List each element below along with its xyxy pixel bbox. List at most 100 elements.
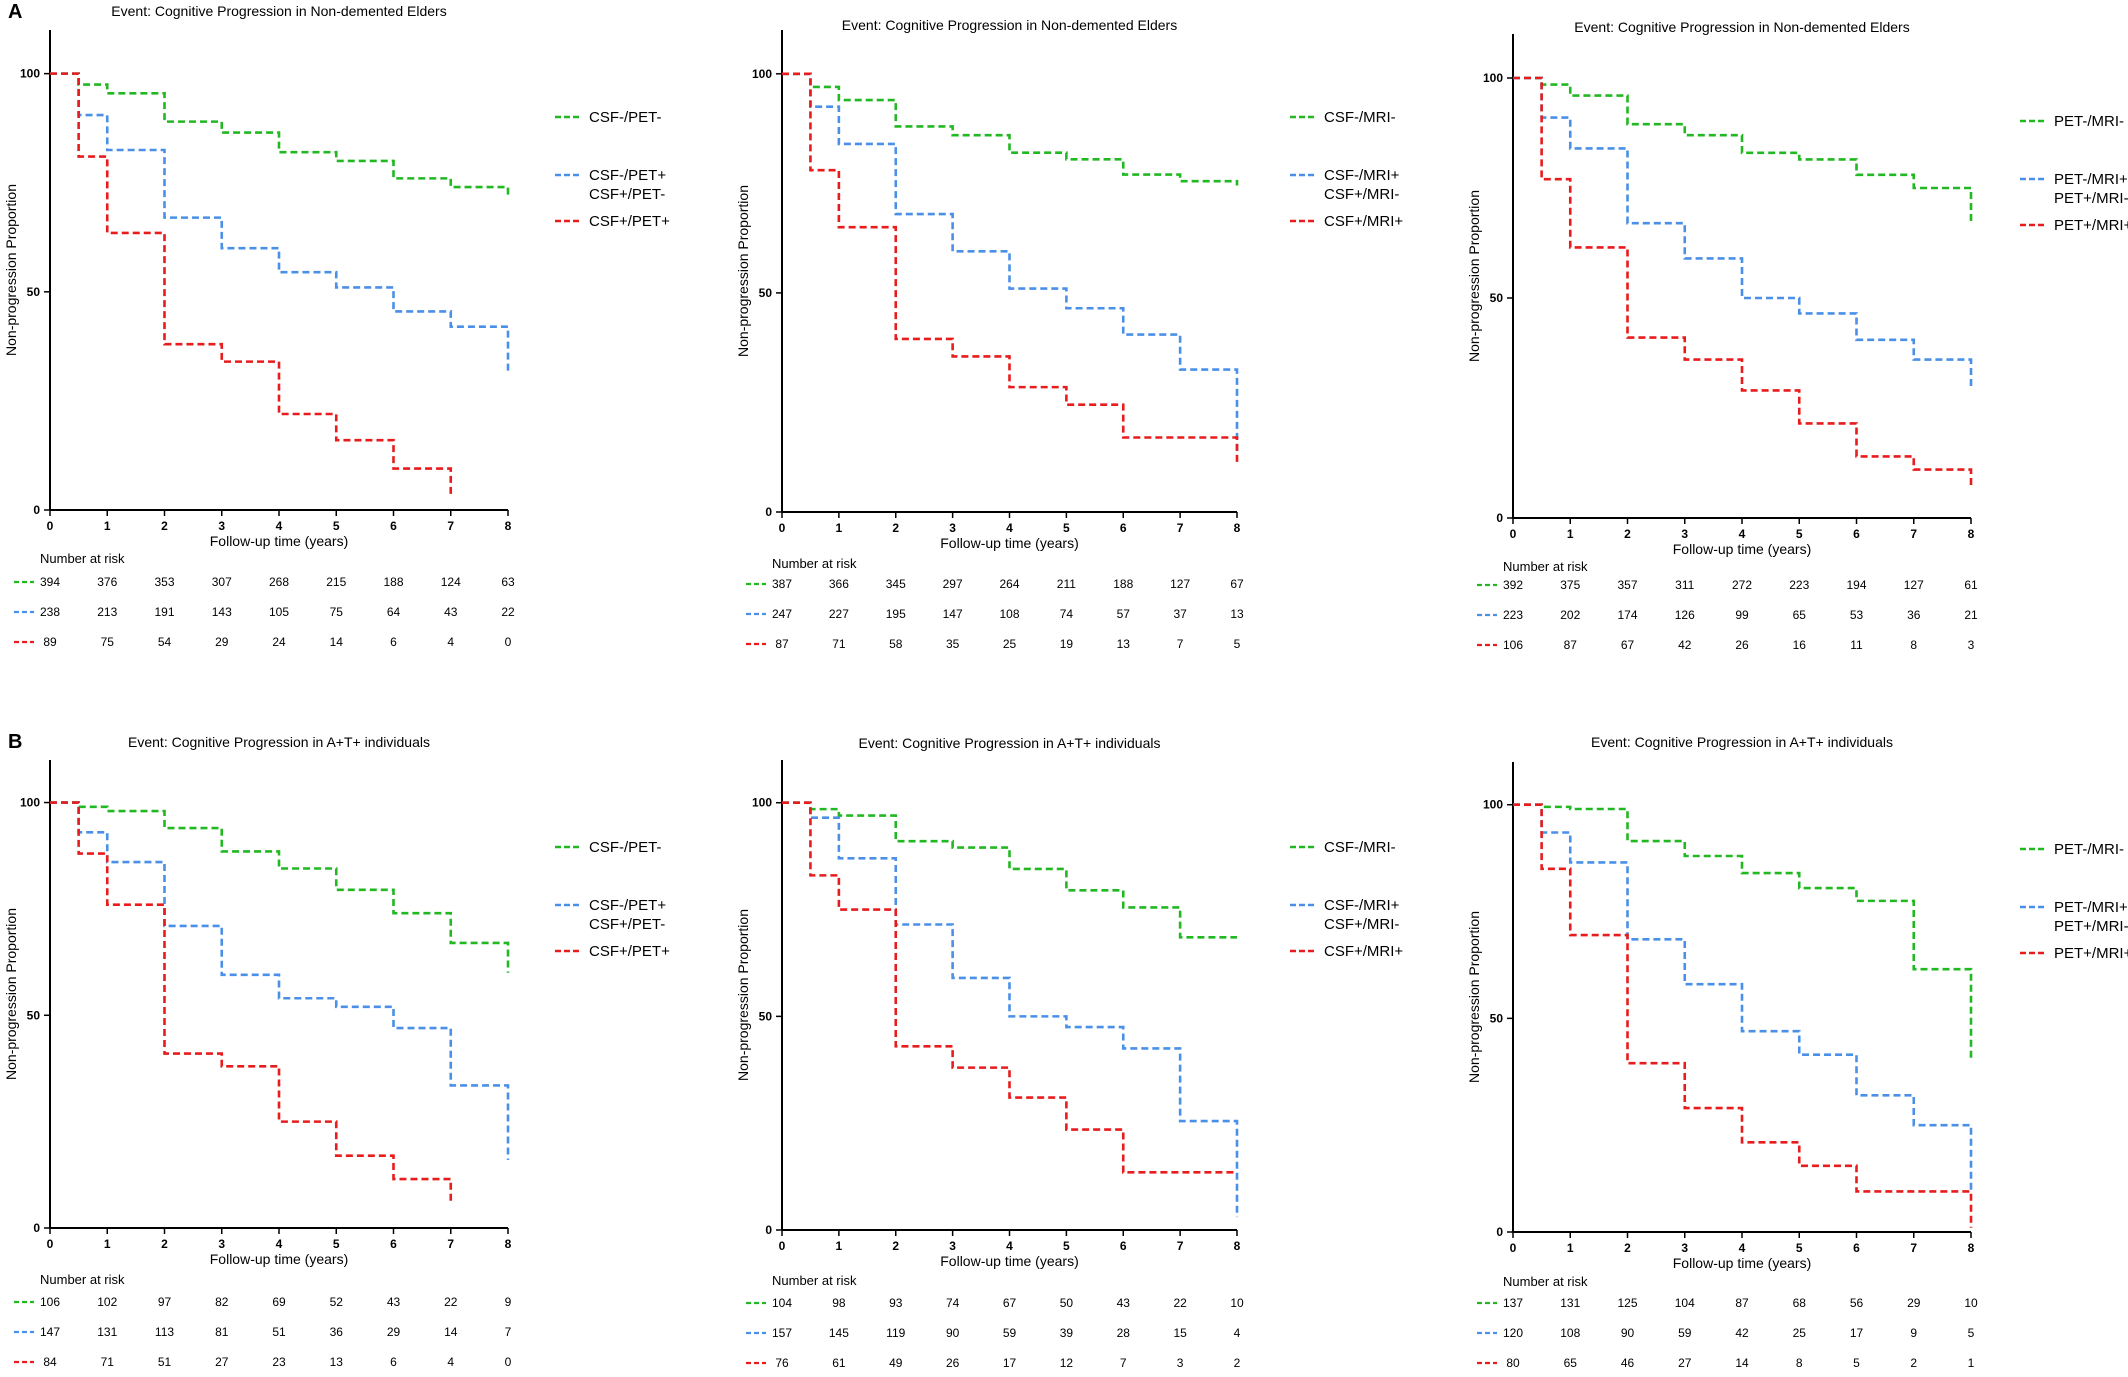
x-tick-label: 5 <box>333 519 340 533</box>
km-curve-red <box>782 801 1237 1174</box>
risk-cell: 22 <box>501 605 515 619</box>
legend-label: CSF-/MRI- <box>1324 109 1396 126</box>
risk-cell: 43 <box>1117 1296 1131 1310</box>
y-tick-label: 100 <box>1483 71 1503 85</box>
legend-label: PET-/MRI- <box>2054 113 2124 130</box>
risk-cell: 56 <box>1850 1296 1864 1310</box>
x-tick-label: 8 <box>505 1237 512 1251</box>
x-tick-label: 1 <box>104 1237 111 1251</box>
x-axis-label: Follow-up time (years) <box>210 533 348 549</box>
y-tick-label: 0 <box>1496 511 1503 525</box>
legend-label: CSF-/MRI+ <box>1324 167 1400 184</box>
risk-cell: 213 <box>97 605 117 619</box>
risk-cell: 28 <box>1117 1326 1131 1340</box>
risk-cell: 63 <box>501 575 515 589</box>
y-tick-label: 0 <box>33 1221 40 1235</box>
risk-cell: 81 <box>215 1325 229 1339</box>
risk-cell: 194 <box>1846 578 1866 592</box>
y-axis-label: Non-progression Proportion <box>3 184 19 356</box>
risk-cell: 65 <box>1564 1356 1578 1370</box>
risk-cell: 143 <box>212 605 232 619</box>
x-tick-label: 3 <box>218 519 225 533</box>
risk-table-title: Number at risk <box>40 1272 125 1287</box>
risk-cell: 357 <box>1617 578 1637 592</box>
legend-label: CSF-/MRI+ <box>1324 897 1400 914</box>
x-tick-label: 2 <box>892 521 899 535</box>
risk-cell: 102 <box>97 1295 117 1309</box>
risk-cell: 26 <box>1735 638 1749 652</box>
risk-cell: 49 <box>889 1356 903 1370</box>
x-tick-label: 7 <box>1177 521 1184 535</box>
risk-cell: 9 <box>1910 1326 1917 1340</box>
risk-cell: 68 <box>1793 1296 1807 1310</box>
risk-cell: 108 <box>999 607 1019 621</box>
y-tick-label: 0 <box>765 1223 772 1237</box>
risk-cell: 26 <box>946 1356 960 1370</box>
legend-label: PET-/MRI+ <box>2054 899 2128 916</box>
x-tick-label: 1 <box>104 519 111 533</box>
risk-cell: 105 <box>269 605 289 619</box>
legend-label: CSF+/MRI- <box>1324 186 1399 203</box>
risk-cell: 247 <box>772 607 792 621</box>
x-tick-label: 1 <box>836 521 843 535</box>
risk-cell: 87 <box>1564 638 1578 652</box>
x-tick-label: 6 <box>1853 527 1860 541</box>
x-axis-label: Follow-up time (years) <box>1673 541 1811 557</box>
risk-cell: 0 <box>505 635 512 649</box>
risk-cell: 67 <box>1230 577 1244 591</box>
risk-cell: 264 <box>999 577 1019 591</box>
risk-cell: 74 <box>946 1296 960 1310</box>
risk-cell: 394 <box>40 575 60 589</box>
risk-cell: 51 <box>158 1355 172 1369</box>
risk-table-title: Number at risk <box>772 1273 857 1288</box>
risk-cell: 297 <box>943 577 963 591</box>
y-tick-label: 50 <box>27 285 41 299</box>
risk-cell: 191 <box>154 605 174 619</box>
risk-cell: 61 <box>1964 578 1978 592</box>
legend-label: PET+/MRI+ <box>2054 217 2128 234</box>
legend-label: CSF+/PET+ <box>589 943 670 960</box>
x-tick-label: 8 <box>1234 1239 1241 1253</box>
x-tick-label: 6 <box>1120 521 1127 535</box>
km-curve-blue <box>782 72 1239 453</box>
risk-table-title: Number at risk <box>772 556 857 571</box>
risk-table-title: Number at risk <box>40 551 125 566</box>
x-tick-label: 3 <box>1681 527 1688 541</box>
risk-cell: 7 <box>1120 1356 1127 1370</box>
risk-cell: 54 <box>158 635 172 649</box>
risk-cell: 87 <box>1735 1296 1749 1310</box>
x-tick-label: 7 <box>1910 527 1917 541</box>
x-tick-label: 1 <box>1567 1241 1574 1255</box>
risk-cell: 64 <box>387 605 401 619</box>
x-tick-label: 0 <box>1510 1241 1517 1255</box>
y-tick-label: 100 <box>20 796 40 810</box>
x-tick-label: 0 <box>47 519 54 533</box>
x-tick-label: 6 <box>390 1237 397 1251</box>
risk-cell: 53 <box>1850 608 1864 622</box>
risk-cell: 5 <box>1234 637 1241 651</box>
risk-cell: 14 <box>330 635 344 649</box>
legend-label: CSF-/PET- <box>589 839 662 856</box>
x-tick-label: 4 <box>1006 521 1013 535</box>
risk-cell: 7 <box>505 1325 512 1339</box>
risk-cell: 61 <box>832 1356 846 1370</box>
risk-cell: 188 <box>383 575 403 589</box>
risk-cell: 195 <box>886 607 906 621</box>
risk-cell: 119 <box>886 1326 905 1340</box>
risk-cell: 98 <box>832 1296 846 1310</box>
risk-cell: 52 <box>330 1295 344 1309</box>
risk-cell: 13 <box>1117 637 1131 651</box>
risk-cell: 43 <box>444 605 458 619</box>
risk-cell: 29 <box>215 635 229 649</box>
x-tick-label: 3 <box>1681 1241 1688 1255</box>
km-curve-red <box>1513 76 1973 488</box>
x-tick-label: 1 <box>836 1239 843 1253</box>
risk-cell: 75 <box>101 635 115 649</box>
x-tick-label: 3 <box>949 521 956 535</box>
risk-cell: 58 <box>889 637 903 651</box>
x-axis-label: Follow-up time (years) <box>1673 1255 1811 1271</box>
risk-cell: 366 <box>829 577 849 591</box>
risk-cell: 10 <box>1964 1296 1978 1310</box>
